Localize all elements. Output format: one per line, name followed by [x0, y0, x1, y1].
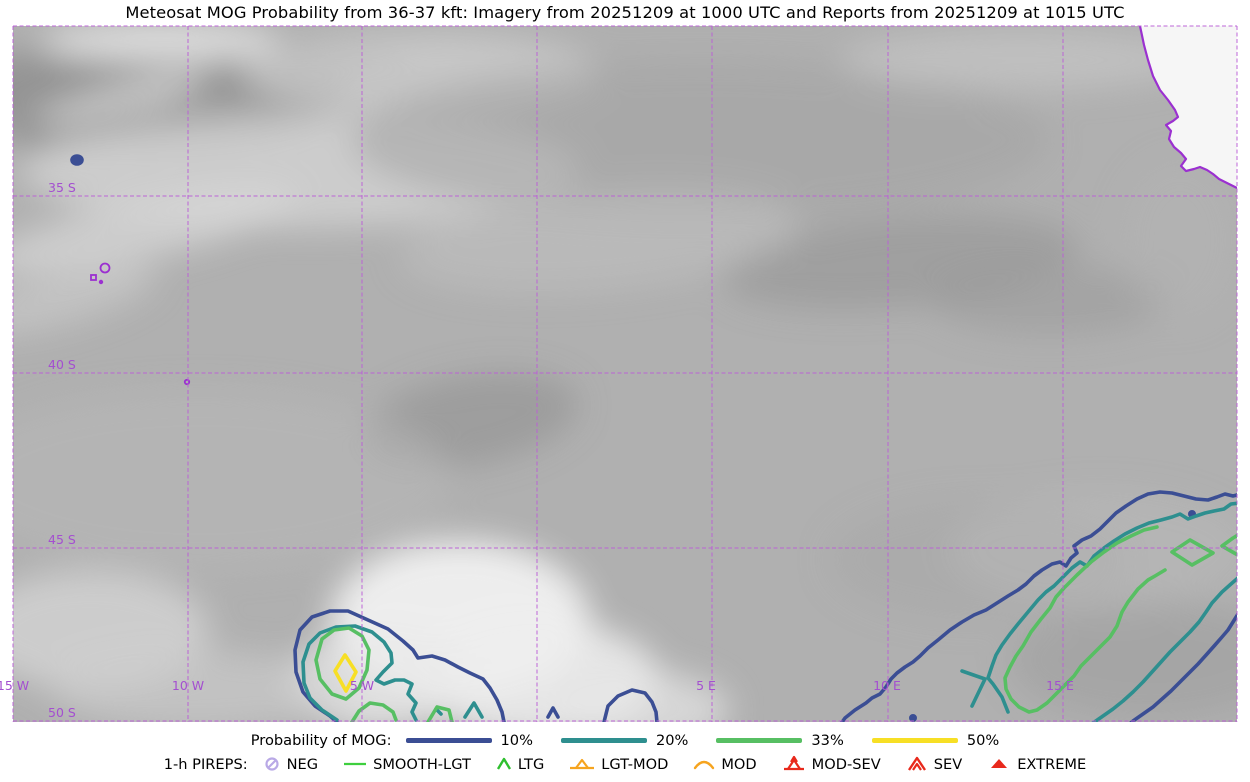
contour-segment [1091, 576, 1237, 722]
contour-segment [1003, 525, 1167, 714]
legend-item-label: MOD-SEV [811, 755, 881, 773]
legend-item-label: 33% [811, 732, 844, 749]
contour-segment [426, 705, 454, 722]
sev-icon [907, 756, 926, 771]
contour-segment [350, 701, 398, 722]
contour-segment [1170, 538, 1215, 567]
legend-item-ltg: LTG [495, 755, 544, 773]
contour-segment [463, 701, 484, 719]
island-markers [90, 262, 191, 386]
lat-label: 45 S [48, 532, 76, 547]
mod-icon [694, 760, 715, 770]
satellite-imagery [13, 26, 1237, 722]
legend-item-33pct: 33% [716, 732, 844, 749]
neg-icon [265, 757, 279, 771]
contour-segment [960, 669, 987, 708]
legend-item-label: NEG [286, 755, 319, 773]
lon-label: 5 W [350, 678, 374, 693]
mod-sev-icon [783, 755, 804, 771]
legend-item-label: LTG [517, 755, 545, 773]
contour-line-swatch [405, 738, 492, 743]
coastline [1138, 26, 1237, 189]
legend-item-mod: MOD [692, 755, 757, 773]
smooth-lgt-icon [344, 762, 367, 766]
legend-item-sev: SEV [905, 755, 962, 773]
graticule [12, 25, 1238, 722]
legend-probability-title: Probability of MOG: [250, 732, 392, 749]
contour-segment [602, 688, 659, 722]
lon-label: 10 W [172, 678, 204, 693]
legend-item-label: 50% [966, 732, 1000, 749]
lat-label: 40 S [48, 357, 76, 372]
legend-item-label: MOD [721, 755, 757, 773]
legend-item-label: EXTREME [1017, 755, 1087, 773]
page-title: Meteosat MOG Probability from 36-37 kft:… [125, 3, 1125, 22]
lgt-mod-icon [570, 758, 595, 770]
contour-segment [840, 490, 1237, 722]
legend-item-label: SEV [933, 755, 963, 773]
contour-segment [546, 706, 560, 719]
lon-label: 15 E [1046, 678, 1074, 693]
contours-10pct [70, 154, 1237, 722]
legend-item-label: LGT-MOD [601, 755, 669, 773]
contour-segment [908, 713, 917, 722]
contour-segment [1220, 533, 1237, 557]
ltg-icon [496, 757, 511, 770]
land-area [1140, 26, 1237, 188]
extreme-icon [991, 759, 1008, 768]
legend-item-10pct: 10% [405, 732, 533, 749]
legend-probability: Probability of MOG: 10% 20% 33% 50% [0, 732, 1250, 749]
legend-pireps-title: 1-h PIREPS: [163, 755, 248, 773]
graticule-labels: 35 S 40 S 45 S 50 S 15 W 10 W 5 W 5 E 10… [0, 180, 1074, 720]
contour-line-swatch [716, 738, 803, 743]
contour-segment [333, 653, 358, 693]
legend-item-50pct: 50% [871, 732, 1000, 749]
contour-segment [70, 154, 84, 166]
legend-item-extreme: EXTREME [986, 755, 1086, 773]
contour-segment [1129, 612, 1237, 722]
contour-segment [293, 609, 506, 722]
lon-label: 15 W [0, 678, 29, 693]
contours-50pct [333, 653, 358, 693]
legend-item-neg: NEG [262, 755, 318, 773]
legend-item-label: 10% [500, 732, 533, 749]
legend-item-20pct: 20% [560, 732, 689, 749]
legend-item-mod-sev: MOD-SEV [781, 755, 881, 773]
lon-label: 5 E [696, 678, 716, 693]
legend-item-lgt-mod: LGT-MOD [568, 755, 668, 773]
contour-segment [301, 624, 418, 722]
legend-item-smooth-lgt: SMOOTH-LGT [342, 755, 471, 773]
contour-segment [314, 626, 371, 701]
legend-pireps: 1-h PIREPS: NEG SMOOTH-LGT LTG [0, 755, 1250, 773]
lat-label: 35 S [48, 180, 76, 195]
lat-label: 50 S [48, 705, 76, 720]
lon-label: 10 E [873, 678, 901, 693]
cloud-texture [13, 26, 1237, 722]
contours-33pct [314, 525, 1237, 722]
legend-item-label: SMOOTH-LGT [373, 755, 471, 773]
contour-line-swatch [560, 738, 647, 743]
contour-line-swatch [871, 738, 958, 743]
legend-item-label: 20% [655, 732, 689, 749]
